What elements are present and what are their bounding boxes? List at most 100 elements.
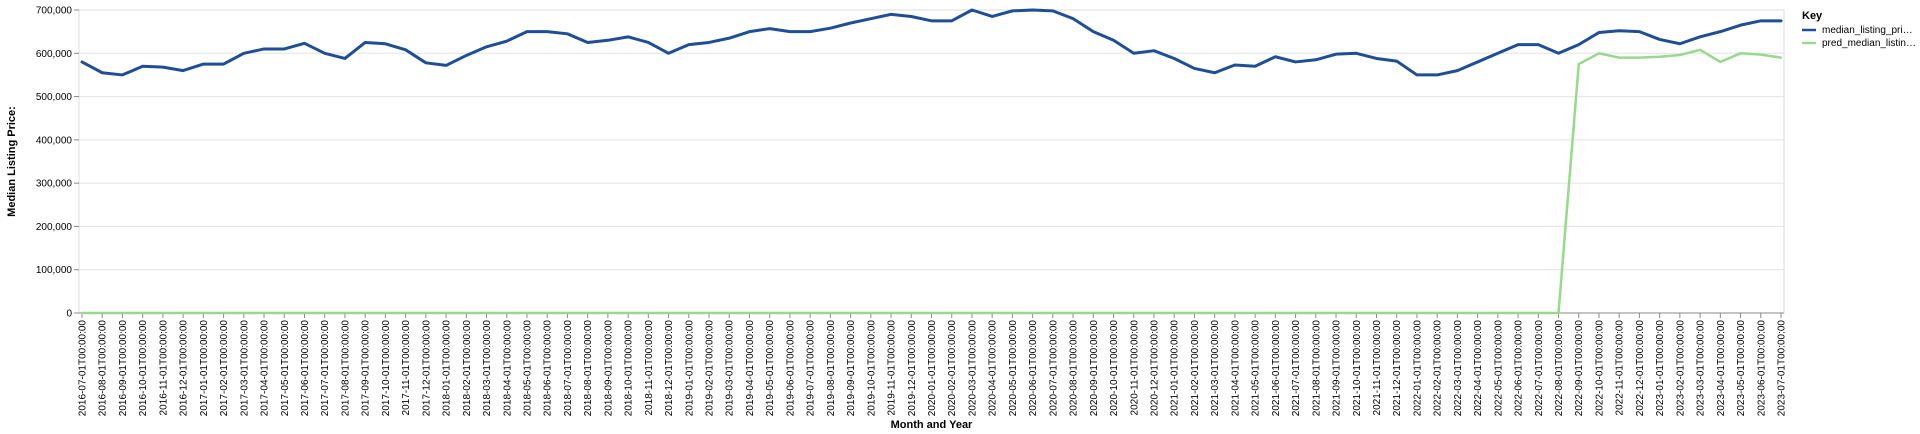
x-tick-label: 2021-02-01T00:00:00 — [1190, 320, 1201, 417]
legend-label: pred_median_listin… — [1822, 38, 1916, 49]
x-tick-label: 2016-10-01T00:00:00 — [138, 320, 149, 417]
x-tick-label: 2020-04-01T00:00:00 — [988, 320, 999, 417]
x-tick-label: 2020-11-01T00:00:00 — [1129, 320, 1140, 416]
x-tick-label: 2021-07-01T00:00:00 — [1291, 320, 1302, 417]
x-tick-label: 2016-09-01T00:00:00 — [118, 320, 129, 417]
x-tick-label: 2017-06-01T00:00:00 — [300, 320, 311, 417]
x-tick-label: 2019-10-01T00:00:00 — [866, 320, 877, 417]
y-tick-label: 200,000 — [36, 222, 73, 233]
x-tick-label: 2017-01-01T00:00:00 — [199, 320, 210, 417]
x-tick-label: 2016-11-01T00:00:00 — [158, 320, 169, 416]
x-tick-label: 2021-06-01T00:00:00 — [1271, 320, 1282, 417]
x-tick-label: 2019-08-01T00:00:00 — [826, 320, 837, 417]
x-tick-label: 2022-08-01T00:00:00 — [1554, 320, 1565, 417]
x-tick-label: 2017-02-01T00:00:00 — [219, 320, 230, 417]
x-tick-label: 2021-08-01T00:00:00 — [1311, 320, 1322, 417]
x-tick-label: 2023-04-01T00:00:00 — [1716, 320, 1727, 417]
x-tick-label: 2018-07-01T00:00:00 — [563, 320, 574, 417]
x-tick-label: 2022-12-01T00:00:00 — [1635, 320, 1646, 417]
x-tick-label: 2020-10-01T00:00:00 — [1109, 320, 1120, 417]
x-tick-label: 2021-11-01T00:00:00 — [1372, 320, 1383, 416]
x-tick-label: 2019-02-01T00:00:00 — [705, 320, 716, 417]
x-tick-label: 2017-08-01T00:00:00 — [340, 320, 351, 417]
x-tick-label: 2022-10-01T00:00:00 — [1594, 320, 1605, 417]
x-tick-label: 2018-12-01T00:00:00 — [664, 320, 675, 417]
x-tick-label: 2022-09-01T00:00:00 — [1574, 320, 1585, 417]
x-tick-label: 2019-03-01T00:00:00 — [725, 320, 736, 417]
series-line-2 — [80, 48, 1783, 315]
x-tick-label: 2022-03-01T00:00:00 — [1453, 320, 1464, 417]
x-tick-label: 2022-06-01T00:00:00 — [1514, 320, 1525, 417]
x-tick-label: 2019-04-01T00:00:00 — [745, 320, 756, 417]
y-tick-label: 500,000 — [36, 92, 73, 103]
y-axis-ticks: 0 100,000 200,000 300,000 400,000 500,000 600,… — [36, 6, 79, 320]
x-tick-label: 2021-09-01T00:00:00 — [1332, 320, 1343, 417]
x-tick-label: 2017-04-01T00:00:00 — [260, 320, 271, 417]
series-lines — [80, 8, 1783, 315]
x-tick-label: 2019-11-01T00:00:00 — [887, 320, 898, 416]
x-tick-label: 2021-10-01T00:00:00 — [1352, 320, 1363, 417]
x-tick-label: 2016-07-01T00:00:00 — [78, 320, 89, 417]
x-tick-label: 2016-12-01T00:00:00 — [179, 320, 190, 417]
x-tick-label: 2019-05-01T00:00:00 — [765, 320, 776, 417]
x-tick-label: 2018-04-01T00:00:00 — [502, 320, 513, 417]
y-tick-label: 400,000 — [36, 135, 73, 146]
y-tick-label: 700,000 — [36, 6, 73, 17]
x-tick-label: 2023-01-01T00:00:00 — [1655, 320, 1666, 417]
grid — [79, 9, 1784, 314]
x-tick-label: 2023-06-01T00:00:00 — [1756, 320, 1767, 417]
x-tick-label: 2022-07-01T00:00:00 — [1534, 320, 1545, 417]
x-tick-label: 2019-12-01T00:00:00 — [907, 320, 918, 417]
x-tick-label: 2017-09-01T00:00:00 — [361, 320, 372, 417]
x-tick-label: 2020-02-01T00:00:00 — [947, 320, 958, 417]
legend-items: median_listing_pri… pred_median_listin… — [1802, 25, 1916, 49]
x-tick-label: 2018-06-01T00:00:00 — [543, 320, 554, 417]
x-tick-label: 2021-12-01T00:00:00 — [1392, 320, 1403, 417]
x-tick-label: 2021-05-01T00:00:00 — [1251, 320, 1262, 417]
y-tick-label: 600,000 — [36, 49, 73, 60]
legend: Key median_listing_pri… pred_median_listi… — [1802, 10, 1916, 49]
x-tick-label: 2022-04-01T00:00:00 — [1473, 320, 1484, 417]
x-axis-title: Month and Year — [891, 419, 973, 431]
x-tick-label: 2019-01-01T00:00:00 — [684, 320, 695, 417]
x-tick-label: 2019-09-01T00:00:00 — [846, 320, 857, 417]
x-tick-label: 2017-11-01T00:00:00 — [401, 320, 412, 416]
x-tick-label: 2020-01-01T00:00:00 — [927, 320, 938, 417]
x-tick-label: 2021-03-01T00:00:00 — [1210, 320, 1221, 417]
x-tick-label: 2017-12-01T00:00:00 — [421, 320, 432, 417]
x-tick-label: 2021-04-01T00:00:00 — [1230, 320, 1241, 417]
x-tick-label: 2023-07-01T00:00:00 — [1777, 320, 1788, 417]
x-tick-label: 2023-03-01T00:00:00 — [1696, 320, 1707, 417]
x-tick-label: 2018-11-01T00:00:00 — [644, 320, 655, 416]
x-axis-ticks: 2016-07-01T00:00:00 2016-08-01T00:00:00 20… — [78, 312, 1788, 417]
x-tick-label: 2020-08-01T00:00:00 — [1069, 320, 1080, 417]
x-tick-label: 2020-03-01T00:00:00 — [967, 320, 978, 417]
x-tick-label: 2020-09-01T00:00:00 — [1089, 320, 1100, 417]
y-tick-label: 0 — [66, 309, 72, 320]
y-axis-title: Median Listing Price: — [6, 106, 18, 217]
x-tick-label: 2018-02-01T00:00:00 — [462, 320, 473, 417]
x-tick-label: 2022-01-01T00:00:00 — [1412, 320, 1423, 417]
x-tick-label: 2018-10-01T00:00:00 — [624, 320, 635, 417]
x-tick-label: 2022-05-01T00:00:00 — [1493, 320, 1504, 417]
x-tick-label: 2022-02-01T00:00:00 — [1433, 320, 1444, 417]
x-tick-label: 2017-03-01T00:00:00 — [239, 320, 250, 417]
x-tick-label: 2022-11-01T00:00:00 — [1615, 320, 1626, 416]
series-line-1 — [80, 8, 1783, 77]
y-tick-label: 100,000 — [36, 265, 73, 276]
x-tick-label: 2017-10-01T00:00:00 — [381, 320, 392, 417]
y-tick-label: 300,000 — [36, 179, 73, 190]
x-tick-label: 2020-07-01T00:00:00 — [1048, 320, 1059, 417]
x-tick-label: 2019-06-01T00:00:00 — [785, 320, 796, 417]
x-tick-label: 2020-12-01T00:00:00 — [1149, 320, 1160, 417]
x-tick-label: 2021-01-01T00:00:00 — [1170, 320, 1181, 417]
x-tick-label: 2023-02-01T00:00:00 — [1675, 320, 1686, 417]
x-tick-label: 2019-07-01T00:00:00 — [806, 320, 817, 417]
x-tick-label: 2017-05-01T00:00:00 — [280, 320, 291, 417]
x-tick-label: 2018-08-01T00:00:00 — [583, 320, 594, 417]
x-tick-label: 2018-05-01T00:00:00 — [522, 320, 533, 417]
x-tick-label: 2018-01-01T00:00:00 — [442, 320, 453, 417]
legend-label: median_listing_pri… — [1822, 25, 1913, 36]
x-tick-label: 2020-06-01T00:00:00 — [1028, 320, 1039, 417]
